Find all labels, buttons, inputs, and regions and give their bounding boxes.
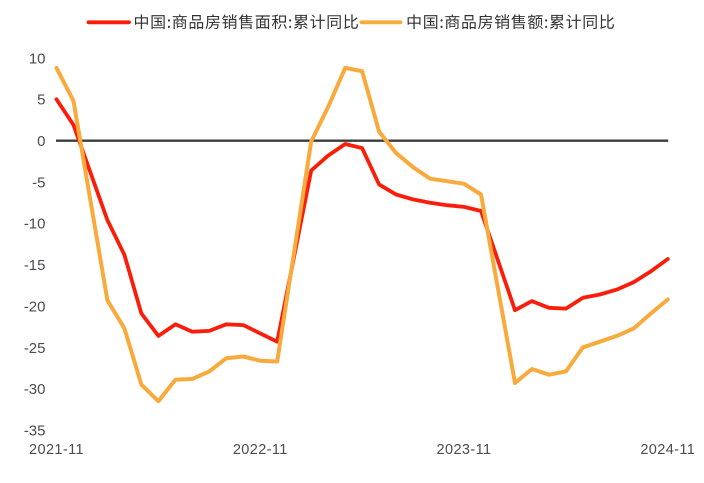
svg-text:-20: -20 [24, 298, 46, 315]
svg-text:-25: -25 [24, 340, 46, 357]
svg-text:-5: -5 [32, 174, 45, 191]
svg-text:2022-11: 2022-11 [233, 442, 288, 458]
svg-text:-30: -30 [24, 381, 46, 398]
svg-text:-35: -35 [24, 422, 46, 439]
svg-text:-10: -10 [24, 216, 46, 233]
svg-text:5: 5 [37, 92, 45, 109]
svg-text:2023-11: 2023-11 [437, 442, 492, 458]
svg-text:0: 0 [37, 133, 45, 150]
svg-text:10: 10 [29, 50, 46, 67]
svg-text:2024-11: 2024-11 [640, 442, 695, 458]
svg-text:2021-11: 2021-11 [29, 442, 84, 458]
svg-text:-15: -15 [24, 257, 46, 274]
